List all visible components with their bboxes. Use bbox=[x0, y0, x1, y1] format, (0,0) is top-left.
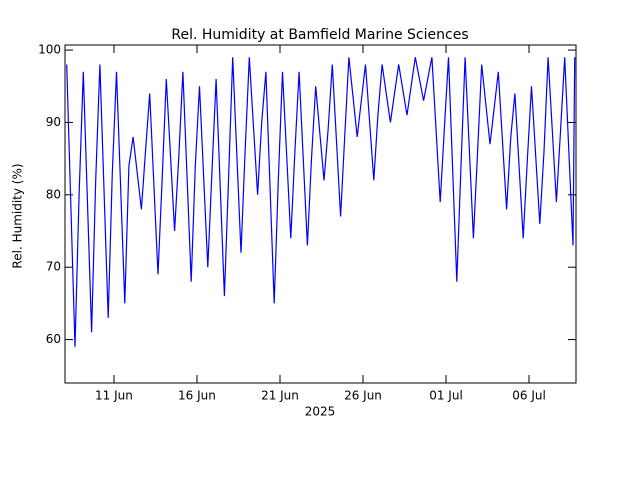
y-tick-label: 60 bbox=[46, 332, 61, 346]
y-tick-label: 70 bbox=[46, 260, 61, 274]
y-axis-label: Rel. Humidity (%) bbox=[11, 163, 25, 268]
x-tick-label: 21 Jun bbox=[261, 389, 299, 403]
x-tick-label: 06 Jul bbox=[512, 389, 546, 403]
x-tick-label: 26 Jun bbox=[344, 389, 382, 403]
data-line bbox=[66, 57, 576, 347]
y-tick-label: 90 bbox=[46, 115, 61, 129]
x-tick-label: 01 Jul bbox=[429, 389, 463, 403]
plot-frame bbox=[64, 44, 577, 384]
y-tick-label: 100 bbox=[38, 43, 61, 57]
y-tick-label: 80 bbox=[46, 187, 61, 201]
x-tick-label: 16 Jun bbox=[178, 389, 216, 403]
x-tick-label: 11 Jun bbox=[95, 389, 133, 403]
x-axis-label: 2025 bbox=[305, 405, 336, 419]
chart-title: Rel. Humidity at Bamfield Marine Science… bbox=[171, 27, 468, 43]
